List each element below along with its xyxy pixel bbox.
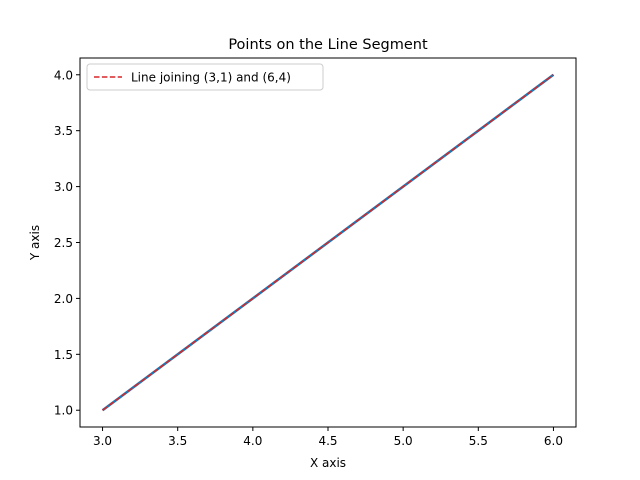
x-tick-label: 5.5 (469, 434, 488, 448)
x-tick-label: 3.5 (168, 434, 187, 448)
y-tick-label: 3.5 (54, 124, 73, 138)
y-tick-label: 1.0 (54, 404, 73, 418)
legend-box (86, 63, 324, 91)
series-layer (101, 73, 555, 412)
y-axis-label: Y axis (28, 225, 42, 261)
y-tick-label: 4.0 (54, 68, 73, 82)
y-tick-label: 2.0 (54, 292, 73, 306)
x-tick-label: 3.0 (93, 434, 112, 448)
x-tick-label: 5.0 (394, 434, 413, 448)
y-tick-label: 3.0 (54, 180, 73, 194)
x-axis-ticks: 3.0 3.5 4.0 4.5 5.0 5.5 6.0 (93, 427, 563, 448)
series-line-1 (102, 74, 554, 411)
chart-title: Points on the Line Segment (228, 37, 428, 53)
x-tick-label: 4.5 (318, 434, 337, 448)
x-tick-label: 6.0 (544, 434, 563, 448)
y-tick-label: 1.5 (54, 348, 73, 362)
x-axis-label: X axis (310, 456, 346, 470)
y-axis-ticks: 1.0 1.5 2.0 2.5 3.0 3.5 4.0 (54, 68, 80, 418)
legend-entry-label: Line joining (3,1) and (6,4) (131, 71, 291, 85)
y-tick-label: 2.5 (54, 236, 73, 250)
legend: Line joining (3,1) and (6,4) (86, 63, 324, 91)
x-tick-label: 4.0 (243, 434, 262, 448)
